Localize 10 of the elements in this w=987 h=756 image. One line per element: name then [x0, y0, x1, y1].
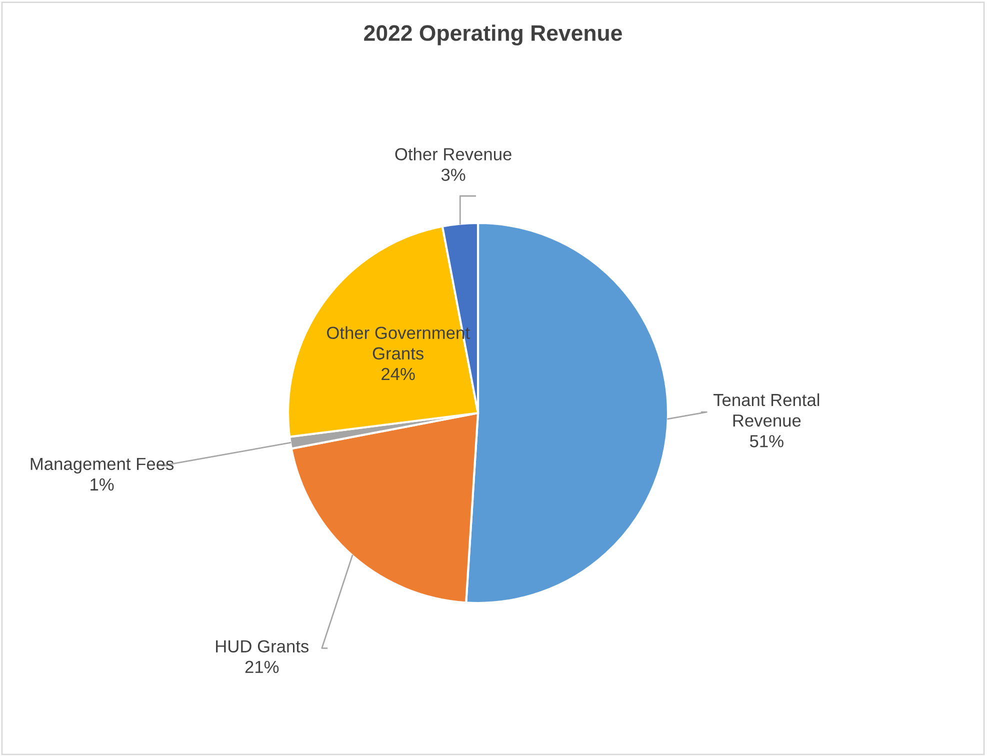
- data-label: 3%: [441, 168, 466, 181]
- slice-label: Other Revenue: [395, 148, 512, 160]
- chart-title: 2022 Operating Revenue: [364, 24, 622, 46]
- data-label: 51%: [750, 435, 784, 448]
- slice-label: Management Fees: [30, 458, 174, 474]
- slice-label: Tenant Rental Revenue: [713, 393, 820, 427]
- data-label: 1%: [90, 478, 114, 491]
- slice-label: HUD Grants: [216, 640, 309, 653]
- data-label: 21%: [245, 660, 279, 674]
- data-label: 24%: [382, 368, 415, 380]
